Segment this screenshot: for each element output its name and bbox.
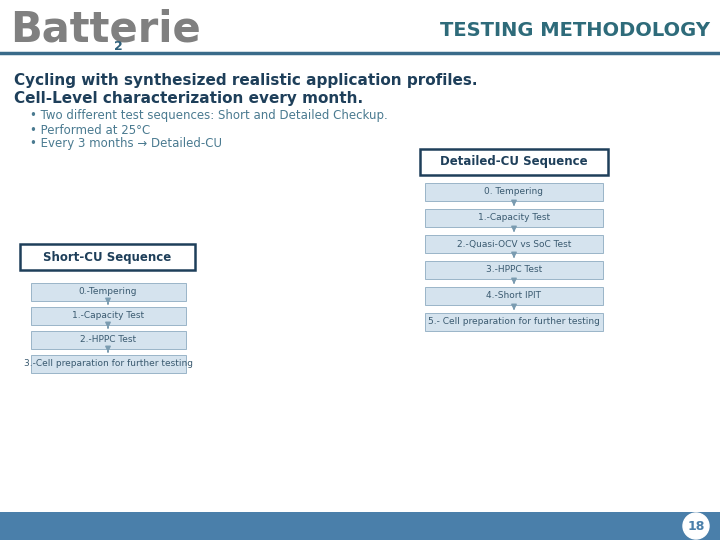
Text: • Two different test sequences: Short and Detailed Checkup.: • Two different test sequences: Short an… bbox=[30, 110, 388, 123]
Text: Short-CU Sequence: Short-CU Sequence bbox=[43, 251, 171, 264]
Text: • Performed at 25°C: • Performed at 25°C bbox=[30, 124, 150, 137]
FancyBboxPatch shape bbox=[0, 512, 720, 540]
FancyBboxPatch shape bbox=[20, 244, 195, 270]
FancyBboxPatch shape bbox=[30, 331, 186, 349]
FancyBboxPatch shape bbox=[425, 287, 603, 305]
Text: TESTING METHODOLOGY: TESTING METHODOLOGY bbox=[440, 21, 710, 39]
Text: Batterie: Batterie bbox=[10, 9, 201, 51]
Text: 3.-HPPC Test: 3.-HPPC Test bbox=[486, 266, 542, 274]
Text: 2.-Quasi-OCV vs SoC Test: 2.-Quasi-OCV vs SoC Test bbox=[456, 240, 571, 248]
FancyBboxPatch shape bbox=[425, 313, 603, 331]
FancyBboxPatch shape bbox=[425, 183, 603, 201]
Text: 1.-Capacity Test: 1.-Capacity Test bbox=[478, 213, 550, 222]
FancyBboxPatch shape bbox=[30, 307, 186, 325]
Text: 2.-HPPC Test: 2.-HPPC Test bbox=[80, 335, 136, 345]
FancyBboxPatch shape bbox=[420, 149, 608, 175]
Text: 5.- Cell preparation for further testing: 5.- Cell preparation for further testing bbox=[428, 318, 600, 327]
Circle shape bbox=[683, 513, 709, 539]
FancyBboxPatch shape bbox=[425, 235, 603, 253]
Text: 1.-Capacity Test: 1.-Capacity Test bbox=[72, 312, 144, 321]
Text: Cell-Level characterization every month.: Cell-Level characterization every month. bbox=[14, 91, 363, 105]
FancyBboxPatch shape bbox=[425, 261, 603, 279]
Text: Detailed-CU Sequence: Detailed-CU Sequence bbox=[440, 156, 588, 168]
Text: 4.-Short IPIT: 4.-Short IPIT bbox=[487, 292, 541, 300]
Text: 0. Tempering: 0. Tempering bbox=[485, 187, 544, 197]
FancyBboxPatch shape bbox=[30, 355, 186, 373]
FancyBboxPatch shape bbox=[425, 209, 603, 227]
Text: 18: 18 bbox=[688, 519, 705, 532]
FancyBboxPatch shape bbox=[30, 283, 186, 301]
Text: 3.-Cell preparation for further testing: 3.-Cell preparation for further testing bbox=[24, 360, 192, 368]
Text: 0.-Tempering: 0.-Tempering bbox=[78, 287, 138, 296]
Text: • Every 3 months → Detailed-CU: • Every 3 months → Detailed-CU bbox=[30, 138, 222, 151]
Text: Cycling with synthesized realistic application profiles.: Cycling with synthesized realistic appli… bbox=[14, 72, 477, 87]
Text: 2: 2 bbox=[114, 39, 122, 52]
